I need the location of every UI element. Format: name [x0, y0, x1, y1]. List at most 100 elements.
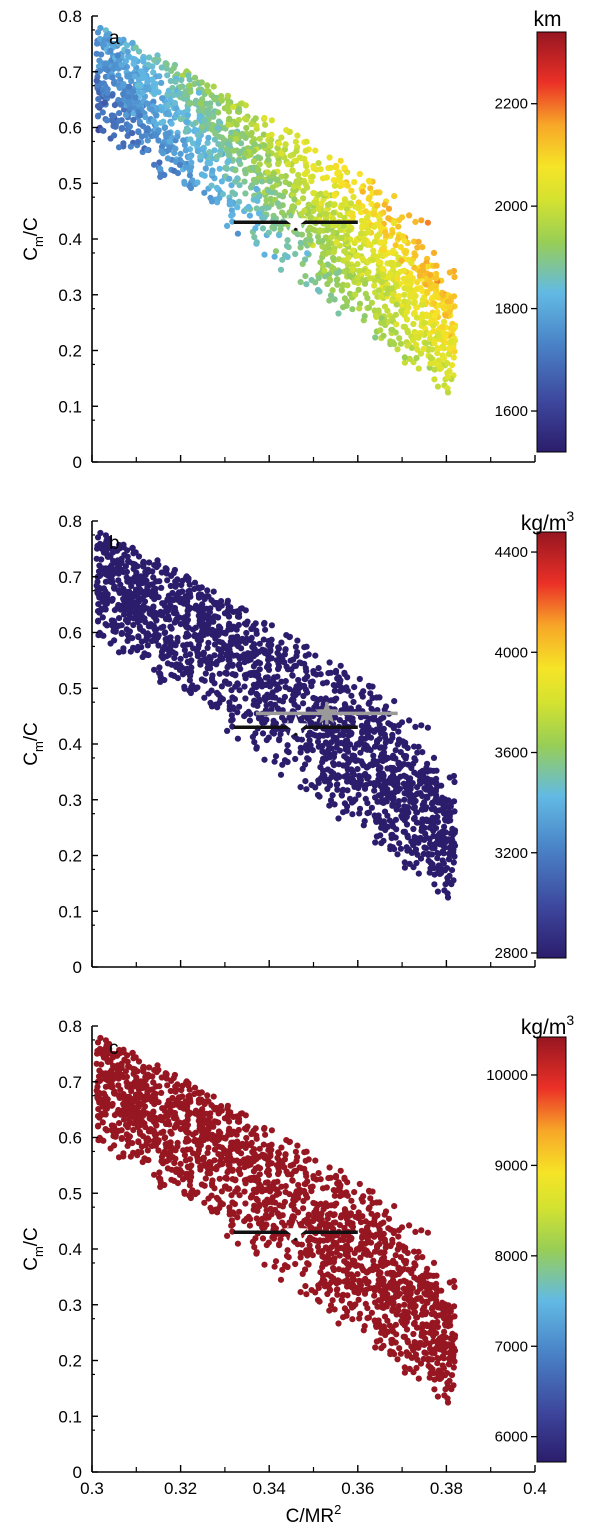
- y-tick-label: 0.4: [58, 230, 82, 249]
- data-point: [383, 232, 390, 239]
- data-point: [253, 122, 260, 129]
- data-point: [255, 715, 263, 722]
- data-point: [380, 777, 387, 784]
- data-point: [262, 626, 269, 633]
- data-point: [236, 182, 243, 189]
- data-point: [93, 555, 100, 562]
- data-point: [446, 345, 453, 352]
- data-point: [157, 670, 164, 678]
- data-point: [361, 1323, 368, 1330]
- data-point: [267, 142, 274, 150]
- data-point: [394, 271, 401, 278]
- data-point: [256, 161, 263, 168]
- data-point: [169, 84, 176, 92]
- data-point: [355, 791, 362, 798]
- data-point: [331, 191, 338, 198]
- data-point: [261, 214, 268, 221]
- data-point: [195, 89, 203, 96]
- data-point: [337, 662, 344, 669]
- data-point: [271, 758, 278, 765]
- data-point: [158, 148, 165, 155]
- data-point: [434, 331, 441, 338]
- data-point: [334, 786, 341, 793]
- data-point: [185, 72, 192, 79]
- data-point: [277, 771, 285, 778]
- data-point: [332, 164, 340, 171]
- data-point: [309, 208, 317, 215]
- data-point: [397, 845, 404, 852]
- data-point: [210, 588, 217, 595]
- data-point: [158, 584, 165, 592]
- data-point: [191, 579, 199, 586]
- data-point: [426, 330, 433, 337]
- data-point: [365, 682, 373, 689]
- data-point: [198, 79, 205, 86]
- data-point: [259, 1235, 267, 1242]
- data-point: [404, 782, 411, 790]
- data-point: [430, 1259, 438, 1266]
- data-point: [282, 684, 289, 691]
- data-point: [130, 1126, 137, 1134]
- data-point: [304, 689, 311, 696]
- data-point: [151, 161, 158, 168]
- data-point: [226, 115, 233, 122]
- data-point: [151, 562, 158, 569]
- data-point: [358, 217, 365, 224]
- data-point: [333, 775, 340, 782]
- data-point: [204, 111, 212, 118]
- data-point: [371, 728, 378, 735]
- data-point: [187, 88, 194, 95]
- data-point: [186, 587, 193, 594]
- data-point: [102, 1075, 109, 1083]
- data-point: [324, 227, 331, 234]
- data-point: [377, 832, 384, 839]
- panel-c: 00.10.20.30.40.50.60.70.80.3 0.32 0.34 0.36…: [21, 1012, 574, 1527]
- data-point: [335, 1320, 342, 1327]
- data-point: [295, 1181, 302, 1189]
- data-point: [349, 306, 356, 313]
- data-point: [255, 166, 262, 174]
- data-point: [303, 163, 310, 170]
- data-point: [148, 611, 155, 618]
- data-point: [297, 239, 304, 246]
- data-point: [197, 605, 204, 612]
- data-point: [284, 758, 291, 766]
- data-point: [339, 202, 346, 209]
- data-point: [180, 137, 187, 144]
- data-point: [312, 784, 319, 791]
- data-point: [427, 335, 434, 342]
- data-point: [255, 659, 262, 666]
- data-point: [397, 340, 404, 347]
- data-point: [334, 1286, 341, 1293]
- data-point: [406, 212, 413, 219]
- data-point: [118, 1134, 125, 1142]
- data-point: [253, 185, 260, 192]
- colorbar-tick-label: 2200: [495, 96, 528, 113]
- data-point: [407, 286, 414, 293]
- data-point: [340, 222, 347, 229]
- data-point: [375, 792, 382, 799]
- data-point: [375, 812, 382, 819]
- data-point: [232, 641, 240, 648]
- colorbar-gradient: [536, 31, 567, 453]
- data-point: [307, 742, 314, 749]
- data-point: [419, 296, 426, 303]
- data-point: [365, 1205, 372, 1212]
- data-point: [250, 1206, 257, 1213]
- data-point: [301, 207, 308, 214]
- panel-b: 00.10.20.30.40.50.60.70.8Cm/Cb2800320036…: [21, 508, 574, 977]
- data-point: [145, 61, 152, 68]
- data-point: [170, 570, 177, 577]
- data-point: [269, 689, 276, 696]
- data-point: [303, 1291, 310, 1298]
- data-point: [116, 36, 123, 44]
- data-point: [210, 618, 217, 625]
- data-point: [194, 148, 201, 155]
- data-point: [341, 753, 348, 760]
- data-point: [282, 141, 289, 149]
- data-point: [392, 242, 399, 249]
- data-point: [356, 305, 363, 312]
- data-point: [406, 717, 413, 724]
- data-point: [446, 850, 453, 857]
- data-point: [401, 291, 408, 298]
